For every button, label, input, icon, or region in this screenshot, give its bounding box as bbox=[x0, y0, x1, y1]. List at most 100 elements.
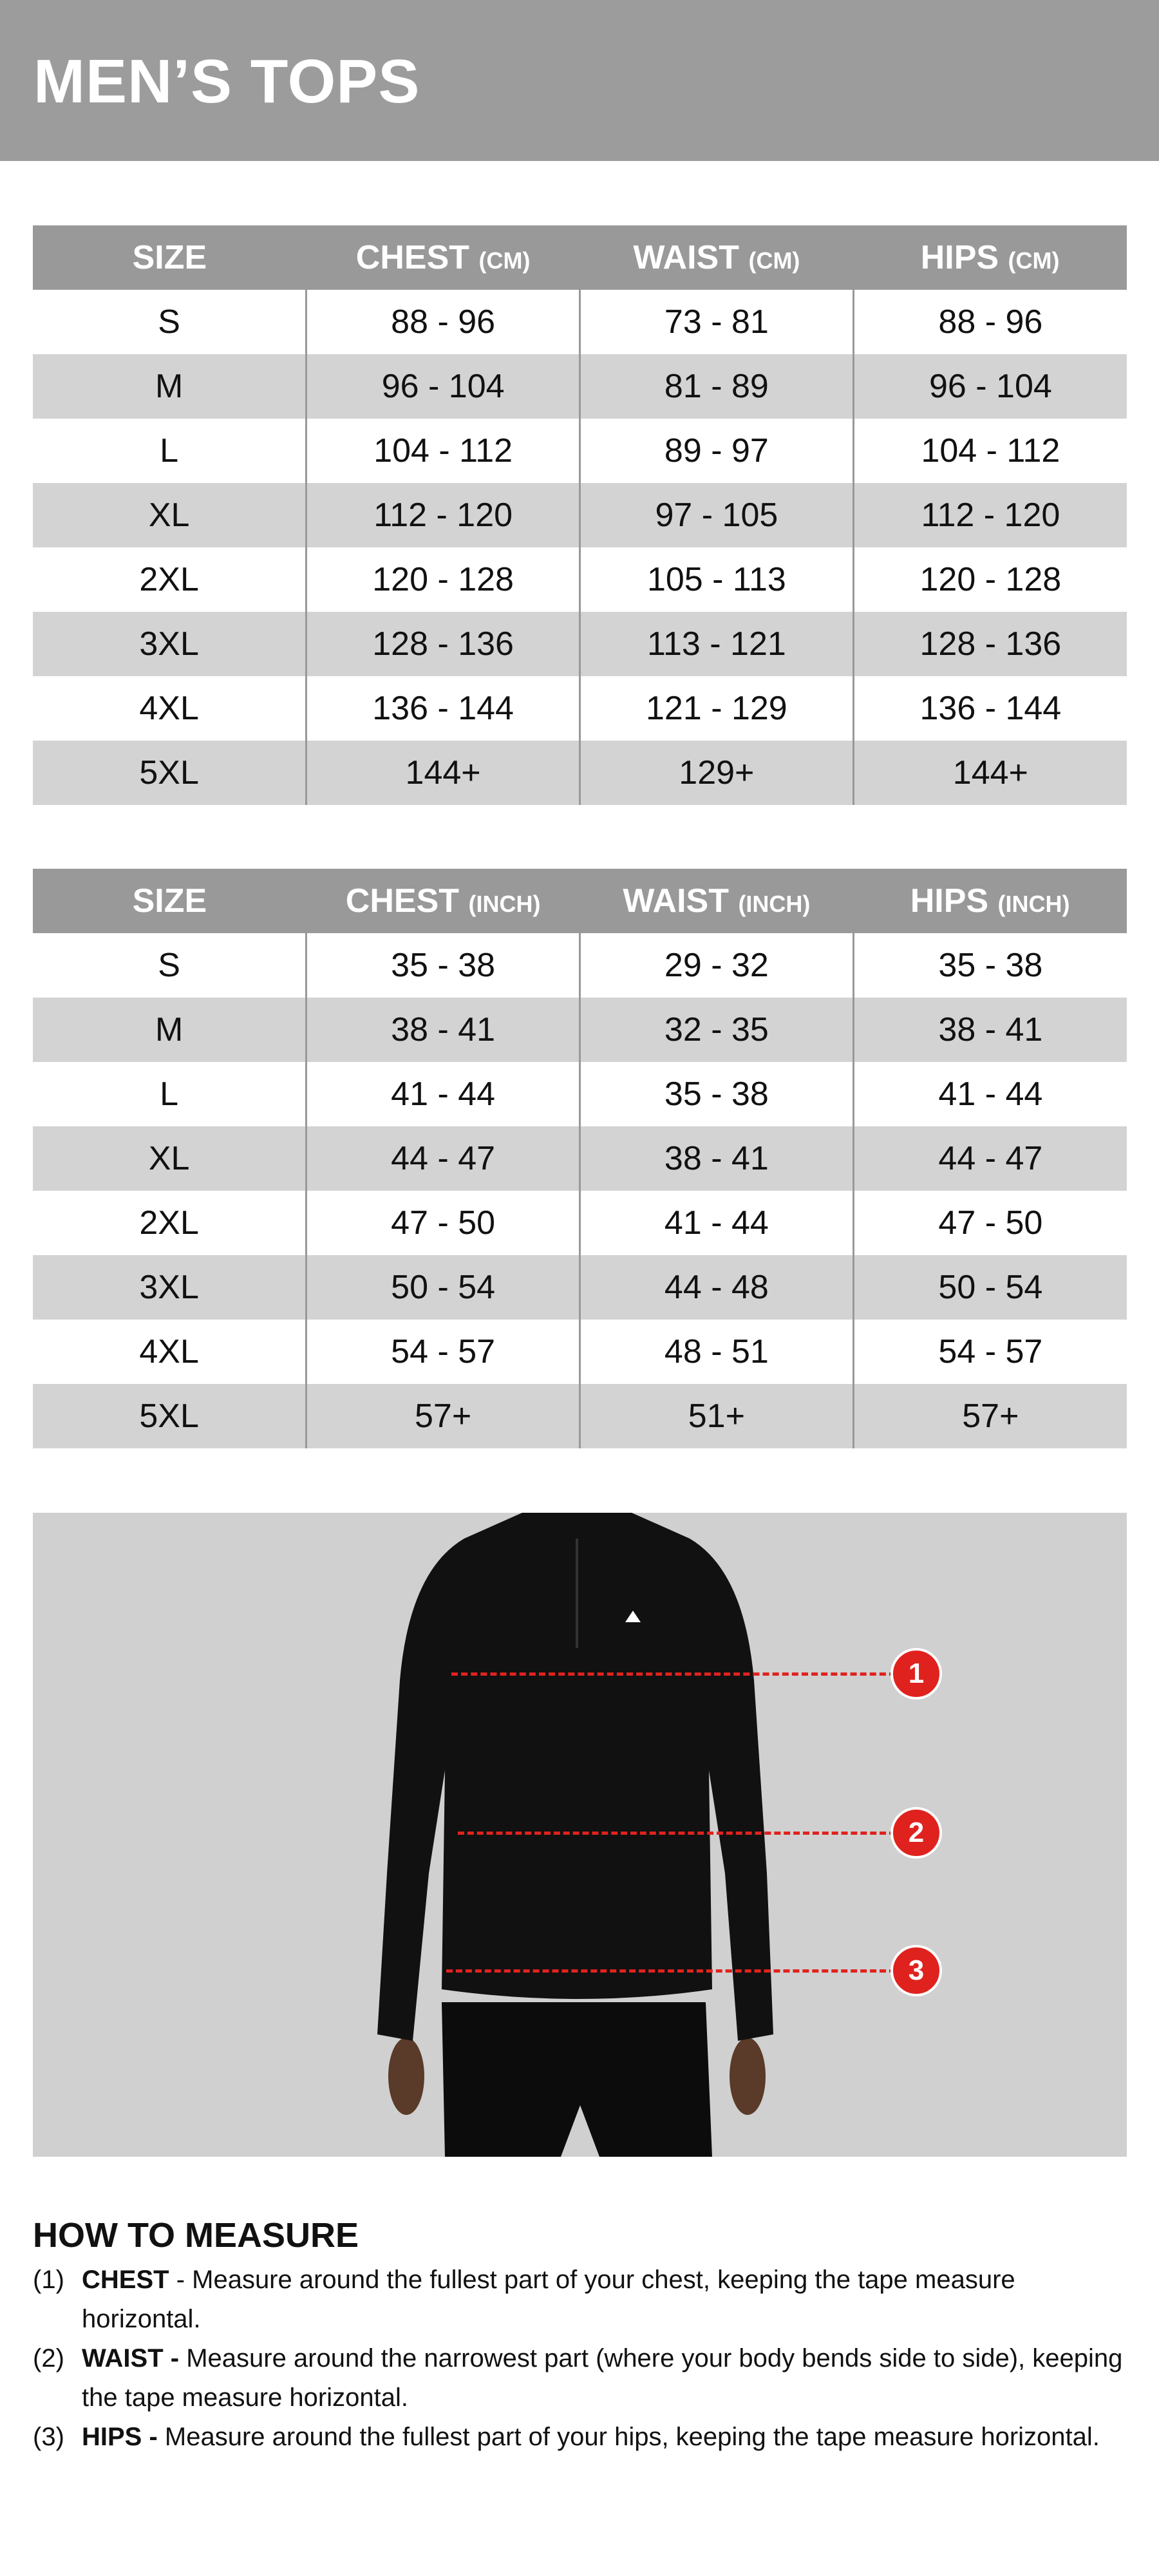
table-cell: 88 - 96 bbox=[852, 290, 1127, 354]
measure-line bbox=[446, 1969, 896, 1973]
table-cell: 47 - 50 bbox=[305, 1191, 580, 1255]
table-cell: 54 - 57 bbox=[305, 1320, 580, 1384]
column-header: CHEST (CM) bbox=[306, 225, 580, 290]
item-text: CHEST - Measure around the fullest part … bbox=[82, 2260, 1127, 2339]
header-unit: (CM) bbox=[478, 247, 531, 274]
table-row: S 88 - 96 73 - 81 88 - 96 bbox=[33, 290, 1127, 354]
marker-badge: 3 bbox=[890, 1945, 942, 1996]
table-cell: 81 - 89 bbox=[579, 354, 854, 419]
item-number: (1) bbox=[33, 2266, 64, 2294]
how-to-item: (3) HIPS - Measure around the fullest par… bbox=[33, 2418, 1127, 2457]
table-cell: 3XL bbox=[33, 612, 306, 676]
table-row: 4XL 54 - 57 48 - 51 54 - 57 bbox=[33, 1320, 1127, 1384]
column-header: CHEST (INCH) bbox=[306, 869, 580, 933]
table-cell: 96 - 104 bbox=[852, 354, 1127, 419]
table-cell: M bbox=[33, 998, 306, 1062]
table-row: M 96 - 104 81 - 89 96 - 104 bbox=[33, 354, 1127, 419]
measure-line bbox=[458, 1832, 896, 1835]
table-cell: M bbox=[33, 354, 306, 419]
header-row: SIZE CHEST (INCH) WAIST (INCH) HIPS (INCH) bbox=[33, 869, 1127, 933]
item-number: (2) bbox=[33, 2344, 64, 2372]
table-cell: 5XL bbox=[33, 1384, 306, 1448]
table-cell: 38 - 41 bbox=[579, 1126, 854, 1191]
table-cell: 144+ bbox=[305, 741, 580, 805]
item-number: (3) bbox=[33, 2423, 64, 2451]
table-cell: 48 - 51 bbox=[579, 1320, 854, 1384]
item-text: HIPS - Measure around the fullest part o… bbox=[82, 2418, 1100, 2457]
table-cell: 4XL bbox=[139, 1333, 199, 1370]
table-cell: 35 - 38 bbox=[579, 1062, 854, 1126]
item-term: CHEST bbox=[82, 2266, 169, 2294]
table-row: XL 44 - 47 38 - 41 44 - 47 bbox=[33, 1126, 1127, 1191]
how-to-heading: HOW TO MEASURE bbox=[33, 2216, 359, 2255]
table-cell: 128 - 136 bbox=[852, 612, 1127, 676]
how-to-item: (1) CHEST - Measure around the fullest pa… bbox=[33, 2260, 1127, 2339]
table-cell: 136 - 144 bbox=[305, 676, 580, 741]
table-cell: 5XL bbox=[33, 741, 306, 805]
item-description: - Measure around the fullest part of you… bbox=[82, 2266, 1015, 2333]
table-cell: 44 - 48 bbox=[579, 1255, 854, 1320]
header-unit: (INCH) bbox=[738, 891, 811, 917]
column-header: HIPS (CM) bbox=[853, 225, 1127, 290]
header-label: WAIST bbox=[633, 239, 739, 276]
table-cell: 104 - 112 bbox=[305, 419, 580, 483]
table-row: 4XL 136 - 144 121 - 129 136 - 144 bbox=[33, 676, 1127, 741]
table-cell: 121 - 129 bbox=[579, 676, 854, 741]
table-row: L 104 - 112 89 - 97 104 - 112 bbox=[33, 419, 1127, 483]
table-cell: 38 - 41 bbox=[852, 998, 1127, 1062]
table-row: M 38 - 41 32 - 35 38 - 41 bbox=[33, 998, 1127, 1062]
table-cell: 44 - 47 bbox=[305, 1126, 580, 1191]
table-row: XL 112 - 120 97 - 105 112 - 120 bbox=[33, 483, 1127, 547]
table-row: 3XL 50 - 54 44 - 48 50 - 54 bbox=[33, 1255, 1127, 1320]
table-cell: 120 - 128 bbox=[305, 547, 580, 612]
page-title: MEN’S TOPS bbox=[33, 47, 420, 116]
table-cell: 2XL bbox=[139, 561, 199, 598]
table-cell: 105 - 113 bbox=[579, 547, 854, 612]
table-cell: 104 - 112 bbox=[852, 419, 1127, 483]
table-cell: 29 - 32 bbox=[579, 933, 854, 998]
how-to-item: (2) WAIST - Measure around the narrowest … bbox=[33, 2339, 1127, 2418]
header-unit: (INCH) bbox=[468, 891, 541, 917]
measurement-illustration: 1 2 3 bbox=[33, 1513, 1127, 2157]
marker-badge: 2 bbox=[890, 1807, 942, 1859]
table-row: 5XL 57+ 51+ 57+ bbox=[33, 1384, 1127, 1448]
column-header: HIPS (INCH) bbox=[853, 869, 1127, 933]
table-cell: 57+ bbox=[305, 1384, 580, 1448]
table-cell: 89 - 97 bbox=[579, 419, 854, 483]
table-cell: 129+ bbox=[579, 741, 854, 805]
header-label: CHEST bbox=[345, 882, 460, 920]
table-cell: 136 - 144 bbox=[852, 676, 1127, 741]
table-cell: XL bbox=[33, 483, 306, 547]
table-cell: L bbox=[160, 1075, 179, 1113]
item-description: Measure around the fullest part of your … bbox=[157, 2423, 1100, 2451]
header-unit: (CM) bbox=[1008, 247, 1060, 274]
table-row: 5XL 144+ 129+ 144+ bbox=[33, 741, 1127, 805]
table-cell: 2XL bbox=[139, 1204, 199, 1242]
measure-line bbox=[451, 1672, 896, 1676]
title-banner: MEN’S TOPS bbox=[0, 0, 1159, 161]
item-term: WAIST - bbox=[82, 2344, 180, 2372]
header-unit: (INCH) bbox=[997, 891, 1070, 917]
table-cell: 3XL bbox=[33, 1255, 306, 1320]
column-header: WAIST (INCH) bbox=[580, 869, 854, 933]
table-cell: S bbox=[158, 947, 180, 984]
table-cell: 112 - 120 bbox=[852, 483, 1127, 547]
table-cell: 47 - 50 bbox=[852, 1191, 1127, 1255]
table-cell: 112 - 120 bbox=[305, 483, 580, 547]
logo-icon bbox=[625, 1611, 641, 1622]
size-table-inch: SIZE CHEST (INCH) WAIST (INCH) HIPS (INCH) S… bbox=[33, 869, 1127, 1448]
table-cell: 97 - 105 bbox=[579, 483, 854, 547]
header-label: CHEST bbox=[355, 239, 470, 276]
table-cell: 88 - 96 bbox=[305, 290, 580, 354]
model-figure bbox=[377, 1513, 773, 2157]
header-label: SIZE bbox=[132, 239, 207, 276]
table-cell: 120 - 128 bbox=[852, 547, 1127, 612]
table-cell: L bbox=[160, 432, 179, 469]
item-description: Measure around the narrowest part (where… bbox=[82, 2344, 1123, 2412]
table-cell: 41 - 44 bbox=[305, 1062, 580, 1126]
how-to-measure: HOW TO MEASURE (1) CHEST - Measure around… bbox=[33, 2215, 1127, 2457]
column-header: SIZE bbox=[33, 225, 306, 290]
table-cell: S bbox=[158, 303, 180, 341]
header-row: SIZE CHEST (CM) WAIST (CM) HIPS (CM) bbox=[33, 225, 1127, 290]
table-cell: 44 - 47 bbox=[852, 1126, 1127, 1191]
